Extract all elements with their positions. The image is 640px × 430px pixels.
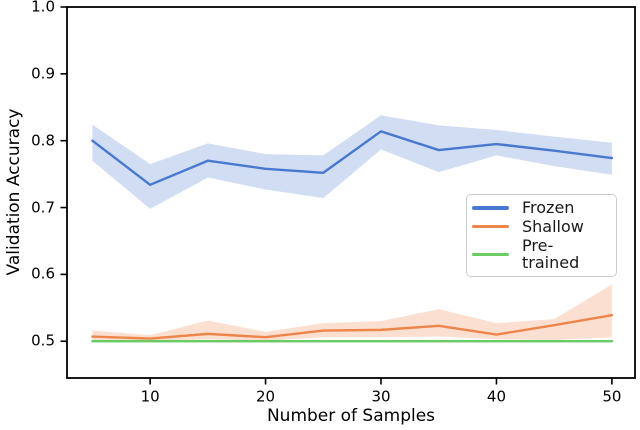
y-tick-label: 0.6 (31, 264, 55, 283)
legend-label-pre-trained: Pre-trained (522, 235, 580, 273)
legend-entry-pre-trained: Pre-trained (472, 235, 610, 273)
y-tick-label: 0.7 (31, 198, 55, 217)
y-tick-label: 0.9 (31, 64, 55, 83)
legend-line-sample-shallow (472, 225, 509, 229)
y-tick-label: 1.0 (31, 0, 55, 16)
legend: Frozen Shallow Pre-trained (466, 194, 617, 277)
legend-line-sample-pre-trained (472, 252, 509, 256)
y-tick-label: 0.8 (31, 131, 55, 150)
legend-label-frozen: Frozen (522, 198, 575, 218)
y-axis-label: Validation Accuracy (4, 108, 24, 276)
legend-entry-shallow: Shallow (472, 218, 610, 236)
legend-line-sample-frozen (472, 206, 509, 210)
plot-border (66, 6, 636, 379)
x-tick-label: 30 (371, 387, 391, 405)
y-tick-label: 0.5 (31, 331, 55, 350)
legend-entry-frozen: Frozen (472, 199, 610, 217)
confidence-band-frozen (92, 115, 612, 209)
series-line-frozen (91, 130, 614, 187)
x-tick-label: 50 (602, 387, 622, 405)
x-tick-label: 20 (256, 387, 276, 405)
x-tick-label: 10 (140, 387, 160, 405)
confidence-band-shallow (92, 284, 612, 342)
x-axis-label: Number of Samples (266, 406, 436, 426)
legend-label-shallow: Shallow (522, 216, 584, 236)
series-line-shallow (91, 313, 614, 340)
x-tick-label: 40 (486, 387, 506, 405)
